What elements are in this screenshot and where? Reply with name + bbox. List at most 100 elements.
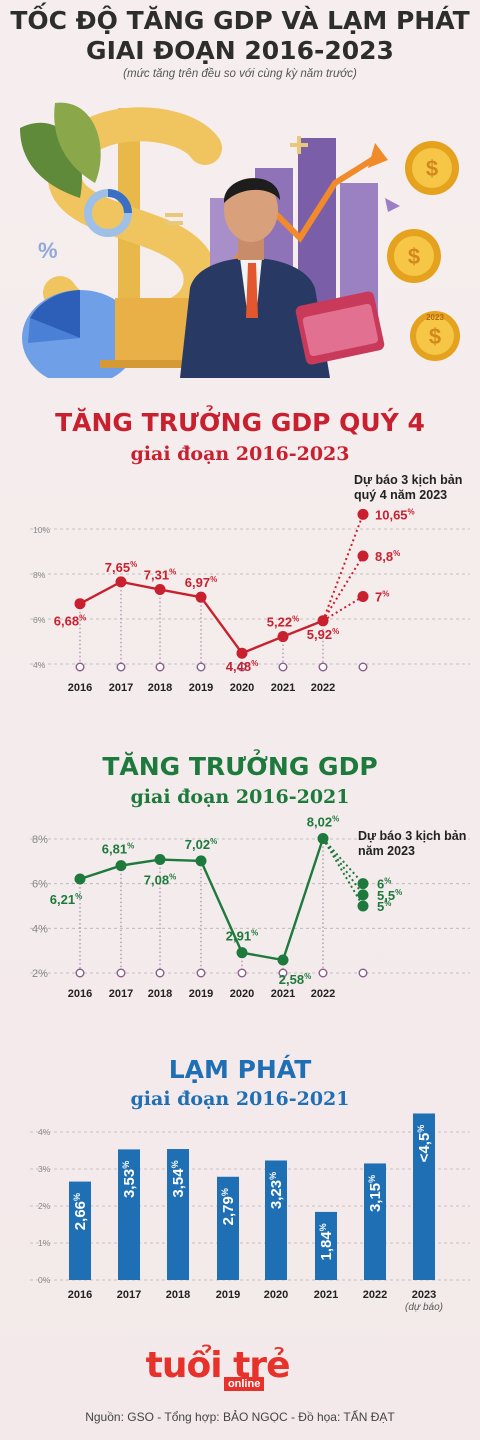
pie-chart-icon	[22, 290, 138, 378]
forecast-point	[357, 889, 369, 901]
x-tick-label: 2022	[363, 1289, 387, 1301]
tuoitre-logo: tuổi trẻ online	[0, 1345, 480, 1391]
baseline-marker	[237, 968, 247, 978]
forecast-label: 7%	[375, 590, 389, 605]
svg-text:$: $	[429, 324, 441, 349]
x-tick-label: 2022	[311, 682, 335, 694]
bar	[413, 1113, 435, 1280]
businessman-icon	[180, 178, 330, 378]
x-tick-label: 2019	[189, 682, 213, 694]
bar-label: 3,54%	[170, 1160, 187, 1197]
data-label: 4,48%	[226, 659, 258, 674]
x-tick-label: 2019	[216, 1289, 240, 1301]
x-tick-label: 2018	[166, 1289, 190, 1301]
forecast-point	[357, 900, 369, 912]
y-tick-label: 8%	[33, 570, 46, 580]
leaf-icon	[20, 102, 101, 198]
bar-label: 3,23%	[268, 1172, 285, 1209]
chart2-title: TĂNG TRƯỞNG GDP	[102, 752, 378, 781]
logo-brand: tuổi trẻ	[145, 1345, 291, 1386]
forecast-point	[357, 508, 369, 520]
forecast-note: năm 2023	[358, 844, 415, 858]
x-tick-label: 2021	[271, 988, 295, 1000]
baseline-marker	[75, 662, 85, 672]
y-tick-label: 4%	[38, 1127, 51, 1137]
main-subtitle: (mức tăng trên đều so với cùng kỳ năm tr…	[123, 68, 357, 80]
y-tick-label: 0%	[38, 1275, 51, 1285]
x-tick-label: 2019	[189, 988, 213, 1000]
bar	[265, 1160, 287, 1280]
forecast-label: 10,65%	[375, 507, 415, 522]
data-label: 6,68%	[54, 614, 86, 629]
x-tick-label: 2020	[230, 988, 254, 1000]
baseline-marker	[237, 662, 247, 672]
data-point	[74, 873, 86, 885]
baseline-marker	[196, 968, 206, 978]
chart3-subtitle: giai đoạn 2016-2021	[130, 1088, 350, 1110]
svg-text:$: $	[426, 156, 438, 181]
y-tick-label: 2%	[32, 968, 48, 980]
baseline-marker	[278, 968, 288, 978]
y-tick-label: 10%	[33, 525, 50, 535]
data-label: 6,81%	[102, 842, 134, 857]
source-footer: Nguồn: GSO - Tổng hợp: BẢO NGỌC - Đồ họa…	[85, 1410, 395, 1424]
svg-text:$: $	[408, 244, 420, 269]
bar	[364, 1163, 386, 1280]
x-tick-label: 2018	[148, 682, 172, 694]
x-tick-label: 2022	[311, 988, 335, 1000]
coin-year-label: 2023	[426, 313, 444, 322]
y-tick-label: 3%	[38, 1164, 51, 1174]
baseline-marker	[116, 662, 126, 672]
baseline-marker	[155, 662, 165, 672]
forecast-point	[357, 878, 369, 890]
x-tick-label: 2017	[117, 1289, 141, 1301]
data-point	[154, 854, 166, 866]
data-point	[317, 833, 329, 845]
forecast-line	[322, 595, 364, 622]
bar	[118, 1149, 140, 1280]
chart-gdp-annual: 2% 4% 6% 8% 2016 2017 2018 2019 2020 2021 2022 6,21…	[30, 815, 470, 1000]
main-title-line1: TỐC ĐỘ TĂNG GDP VÀ LẠM PHÁT	[10, 6, 470, 35]
x-tick-label: 2020	[264, 1289, 288, 1301]
forecast-note: Dự báo 3 kịch bản	[354, 473, 462, 487]
forecast-point	[357, 550, 369, 562]
forecast-note: Dự báo 3 kịch bản	[358, 829, 466, 843]
baseline-marker	[116, 968, 126, 978]
data-label: 6,21%	[50, 892, 82, 907]
data-label: 2,58%	[279, 972, 311, 987]
data-label: 7,31%	[144, 568, 176, 583]
data-point	[236, 947, 248, 959]
bar	[315, 1211, 337, 1280]
logo-tag: online	[223, 1377, 265, 1391]
forecast-label: 5%	[377, 899, 391, 914]
donut-icon	[84, 189, 132, 237]
data-point	[195, 591, 207, 603]
bar-label: <4,5%	[416, 1125, 433, 1163]
chart1-title: TĂNG TRƯỞNG GDP QUÝ 4	[55, 408, 425, 437]
data-label: 7,08%	[144, 873, 176, 888]
baseline-marker	[318, 968, 328, 978]
forecast-line	[322, 555, 364, 622]
chart-gdp-q4: 4% 6% 8% 10% 2016 2017 2018 2019 2020 2021 2022 6,6…	[30, 473, 470, 694]
x-tick-label: 2016	[68, 1289, 92, 1301]
y-tick-label: 2%	[38, 1201, 51, 1211]
x-tick-label: 2017	[109, 988, 133, 1000]
bar-label: 2,66%	[72, 1193, 89, 1230]
x-tick-label: 2018	[148, 988, 172, 1000]
baseline-marker	[358, 662, 368, 672]
data-label: 5,92%	[307, 627, 339, 642]
coin-icon: $ $ $ 2023	[387, 141, 460, 361]
forecast-line	[322, 837, 364, 885]
x-tick-label: 2016	[68, 682, 92, 694]
y-tick-label: 8%	[32, 834, 48, 846]
main-title-line2: GIAI ĐOẠN 2016-2023	[86, 36, 394, 65]
bar-label: 3,15%	[367, 1175, 384, 1212]
data-point	[115, 860, 127, 872]
x-tick-label: 2020	[230, 682, 254, 694]
chart2-subtitle: giai đoạn 2016-2021	[130, 786, 350, 808]
data-label: 2,91%	[226, 929, 258, 944]
forecast-line	[322, 838, 364, 907]
bar-label: 1,84%	[318, 1223, 335, 1260]
baseline-marker	[318, 662, 328, 672]
data-point	[74, 598, 86, 610]
